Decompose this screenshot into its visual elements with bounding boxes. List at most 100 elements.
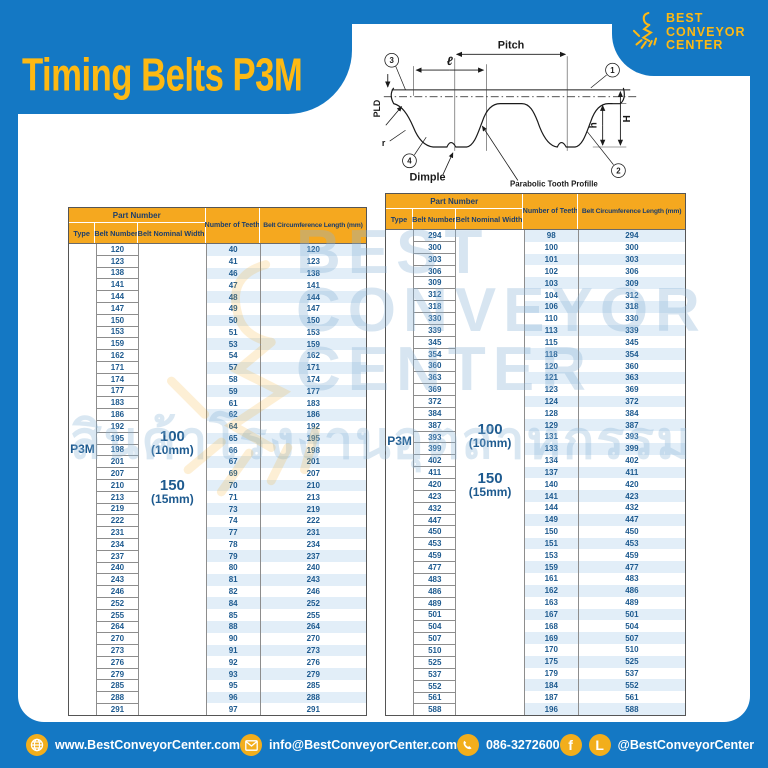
belt-number-cell: 183 [96, 397, 138, 410]
width-mm: (15mm) [151, 492, 194, 507]
length-cell: 453 [578, 537, 685, 550]
teeth-cell: 103 [524, 277, 578, 290]
teeth-cell: 123 [544, 385, 558, 395]
belt-number-cell: 264 [96, 621, 138, 634]
teeth-cell: 58 [228, 374, 238, 384]
teeth-header: Number of Teeth [204, 208, 260, 243]
length-cell: 399 [578, 442, 685, 455]
teeth-cell: 69 [228, 469, 238, 479]
length-cell: 288 [260, 691, 366, 704]
part-number-header: Part Number [69, 208, 205, 223]
teeth-cell: 106 [524, 300, 578, 313]
belt-number-cell: 138 [96, 267, 138, 280]
length-cell: 402 [625, 456, 639, 466]
belt-number-cell: 450 [414, 526, 456, 539]
teeth-cell: 150 [544, 527, 558, 537]
belt-number-cell: 345 [414, 336, 456, 349]
belt-number-cell: 339 [414, 324, 456, 337]
length-cell: 489 [625, 598, 639, 608]
length-cell: 174 [306, 374, 320, 384]
teeth-cell: 71 [228, 492, 238, 502]
tooth-length-label: ℓ [447, 54, 454, 68]
width-value: 150 [477, 469, 503, 487]
length-cell: 237 [260, 550, 366, 563]
teeth-cell: 179 [544, 669, 558, 679]
width-mm: (15mm) [468, 485, 512, 500]
teeth-cell: 92 [228, 657, 238, 667]
length-cell: 123 [306, 257, 320, 267]
belt-number-cell: 192 [96, 420, 138, 433]
belt-number-cell: 231 [96, 527, 138, 539]
belt-number-cell: 411 [414, 467, 456, 480]
belt-number-cell: 363 [414, 372, 456, 385]
teeth-cell: 50 [206, 314, 260, 327]
length-cell: 213 [306, 492, 320, 502]
length-cell: 450 [625, 527, 639, 537]
belt-number-cell: 561 [414, 692, 456, 705]
length-cell: 285 [306, 681, 320, 691]
teeth-cell: 97 [228, 704, 238, 714]
teeth-cell: 62 [206, 408, 260, 421]
length-cell: 423 [578, 490, 685, 503]
length-cell: 510 [625, 645, 639, 655]
belt-number-cell: 432 [414, 502, 456, 515]
teeth-cell: 100 [544, 243, 558, 253]
length-cell: 486 [578, 584, 685, 597]
belt-number-cell: 306 [414, 265, 456, 278]
belt-number-cell: 219 [96, 503, 138, 516]
teeth-cell: 141 [524, 490, 578, 503]
part-number-header: Part Number [386, 194, 523, 209]
teeth-cell: 187 [544, 692, 558, 702]
width-option: 100 (10mm) [469, 421, 512, 451]
logo-animal-icon [632, 11, 658, 49]
teeth-cell: 137 [524, 466, 578, 479]
type-column: P3M [69, 244, 97, 715]
length-column: 294 300 303 306 309 312 318 330 339 345 354 360 363 3… [578, 230, 685, 715]
length-cell: 264 [260, 621, 366, 633]
belt-number-header: Belt Number [412, 209, 456, 229]
type-column: P3M [386, 230, 415, 715]
teeth-cell: 41 [228, 257, 238, 267]
belt-number-cell: 198 [96, 444, 138, 457]
pitch-label: Pitch [498, 39, 524, 51]
belt-number-cell: 552 [414, 680, 456, 693]
teeth-cell: 115 [544, 337, 558, 347]
part-number-zone: Part Number Type Belt Number Belt Nomina… [386, 194, 523, 229]
teeth-cell: 128 [544, 408, 558, 418]
belt-number-cell: 186 [96, 409, 138, 421]
teeth-cell: 124 [524, 395, 578, 408]
length-cell: 339 [578, 324, 685, 337]
belt-number-header: Belt Number [94, 223, 138, 243]
length-cell: 384 [625, 408, 639, 418]
belt-number-column: 294 300 303 306 309 312 318 330 339 345 354 360 363 3… [414, 230, 457, 716]
footer-social: f L @BestConveyorCenter [559, 734, 754, 756]
logo-word: BEST [666, 11, 704, 25]
teeth-cell: 110 [544, 314, 558, 324]
belt-number-column: 120 123 138 141 144 147 150 153 159 162 171 174 177 1… [96, 244, 139, 715]
teeth-cell: 79 [206, 550, 260, 563]
teeth-cell: 104 [544, 290, 558, 300]
teeth-cell: 159 [524, 561, 578, 574]
length-cell: 273 [260, 644, 366, 657]
length-cell: 561 [625, 692, 639, 702]
type-value: P3M [70, 441, 95, 456]
teeth-cell: 170 [544, 645, 558, 655]
belt-number-cell: 210 [96, 479, 138, 492]
tooth-profile-diagram: Pitch ℓ PLD r h H 3 1 2 4 [372, 39, 637, 188]
line-icon: L [588, 734, 611, 756]
footer-bar: www.BestConveyorCenter.com info@BestConv… [0, 722, 768, 768]
length-cell: 162 [306, 351, 320, 361]
teeth-cell: 161 [544, 574, 558, 584]
belt-number-cell: 213 [96, 491, 138, 504]
length-cell: 525 [578, 655, 685, 668]
teeth-cell: 61 [228, 398, 238, 408]
belt-number-cell: 147 [96, 302, 138, 315]
length-cell: 483 [625, 574, 639, 584]
big-h-label: H [622, 115, 633, 122]
belt-number-cell: 393 [414, 431, 456, 444]
length-cell: 420 [625, 479, 639, 489]
belt-number-cell: 237 [96, 550, 138, 563]
belt-number-cell: 285 [96, 680, 138, 693]
length-cell: 588 [578, 703, 685, 715]
